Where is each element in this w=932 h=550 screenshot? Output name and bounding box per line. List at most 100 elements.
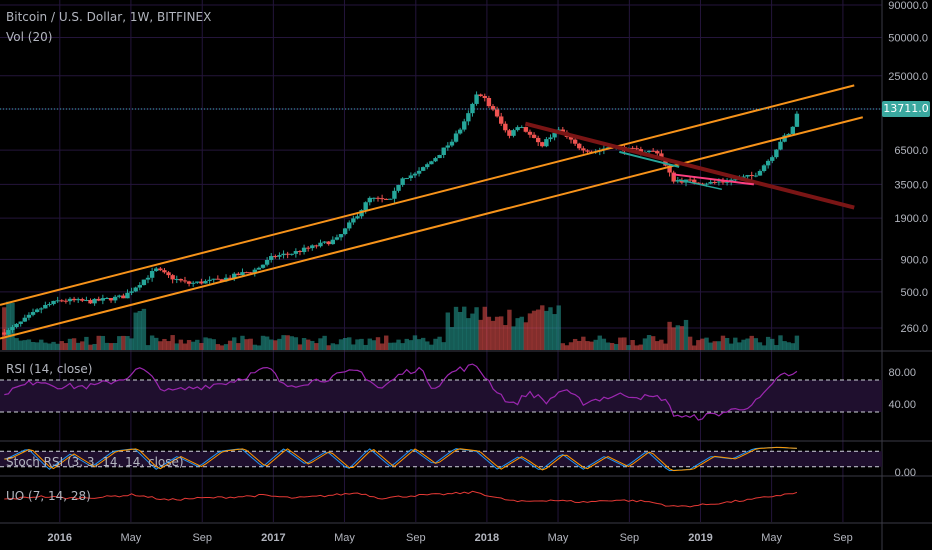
- candle-body: [531, 134, 537, 138]
- volume-bar: [683, 319, 689, 350]
- volume-bar: [716, 341, 722, 350]
- uo-label[interactable]: UO (7, 14, 28): [6, 489, 91, 503]
- volume-bar: [6, 301, 11, 350]
- candle-body: [634, 148, 639, 150]
- volume-bar: [614, 344, 619, 350]
- candle-body: [572, 139, 578, 144]
- time-tick-label: May: [334, 532, 355, 544]
- volume-bar: [638, 344, 644, 350]
- candle-body: [363, 202, 368, 211]
- candle-body: [519, 127, 524, 129]
- candle-body: [186, 281, 192, 284]
- candle-body: [388, 198, 393, 200]
- candle-body: [71, 298, 77, 301]
- rsi-label[interactable]: RSI (14, close): [6, 362, 93, 376]
- volume-bar: [236, 343, 241, 350]
- volume-bar: [741, 339, 746, 350]
- volume-bar: [248, 338, 253, 350]
- candle-body: [359, 210, 364, 217]
- candle-body: [207, 279, 212, 281]
- candle-body: [445, 145, 451, 148]
- candle-body: [778, 141, 783, 150]
- volume-bar: [778, 335, 783, 350]
- candle-body: [47, 304, 52, 306]
- volume-bar: [211, 339, 216, 350]
- volume-bar: [223, 344, 229, 350]
- candle-body: [757, 171, 763, 176]
- volume-bar: [207, 338, 212, 350]
- rsi-line: [4, 363, 798, 421]
- time-tick-label: Sep: [406, 532, 426, 544]
- candle-body: [133, 287, 138, 292]
- candle-body: [174, 278, 179, 280]
- volume-bar: [351, 344, 356, 350]
- candle-body: [96, 298, 101, 301]
- candle-body: [318, 242, 323, 247]
- volume-bar: [540, 305, 545, 350]
- candle-body: [170, 275, 175, 280]
- volume-bar: [687, 336, 693, 350]
- candle-body: [34, 309, 40, 313]
- time-tick-label: 2018: [475, 532, 499, 544]
- candle-body: [182, 280, 188, 282]
- candle-body: [236, 273, 241, 276]
- candle-body: [137, 285, 142, 288]
- candle-body: [215, 278, 221, 280]
- volume-bar: [609, 342, 615, 350]
- volume-bar: [166, 341, 171, 350]
- volume-bar: [141, 308, 147, 350]
- volume-bar: [285, 335, 290, 350]
- symbol-title[interactable]: Bitcoin / U.S. Dollar, 1W, BITFINEX: [6, 10, 212, 24]
- candle-body: [108, 297, 114, 301]
- volume-bar: [437, 336, 442, 350]
- volume-bar: [170, 335, 175, 350]
- candle-body: [749, 175, 754, 177]
- volume-bar: [433, 338, 438, 350]
- volume-bar: [293, 337, 299, 350]
- volume-bar: [190, 341, 196, 350]
- candle-body: [240, 272, 245, 276]
- volume-bar: [232, 337, 237, 350]
- candle-body: [269, 256, 274, 260]
- candle-body: [219, 279, 225, 282]
- candle-body: [334, 237, 340, 240]
- volume-bar: [22, 340, 28, 350]
- volume-bar: [347, 337, 352, 350]
- volume-bar: [470, 313, 475, 350]
- candle-body: [585, 150, 590, 152]
- volume-bar: [499, 316, 504, 350]
- candle-body: [129, 291, 134, 293]
- volume-bar: [671, 327, 676, 350]
- candle-body: [794, 113, 800, 127]
- candle-body: [285, 253, 290, 255]
- volume-bar: [585, 341, 590, 350]
- time-tick-label: Sep: [620, 532, 640, 544]
- volume-bar: [794, 335, 800, 350]
- volume-bar: [96, 335, 101, 350]
- candle-body: [765, 160, 771, 166]
- volume-bar: [264, 336, 270, 350]
- candle-body: [408, 175, 414, 179]
- candle-body: [379, 198, 385, 200]
- volume-bar: [486, 316, 492, 350]
- candle-body: [786, 133, 791, 136]
- volume-bar: [322, 335, 327, 350]
- candle-body: [720, 181, 726, 183]
- volume-bar: [252, 344, 257, 350]
- stoch-rsi-label[interactable]: Stoch RSI (3, 3, 14, 14, close): [6, 455, 184, 469]
- volume-bar: [556, 305, 561, 350]
- candle-body: [371, 197, 377, 199]
- candle-body: [753, 175, 759, 177]
- volume-bar: [770, 338, 775, 350]
- volume-bar: [445, 312, 451, 350]
- volume-bar: [314, 343, 319, 350]
- candle-body: [638, 149, 644, 153]
- time-tick-label: 2017: [261, 532, 285, 544]
- volume-bar: [663, 343, 668, 350]
- volume-label[interactable]: Vol (20): [6, 30, 53, 44]
- volume-bar: [548, 307, 553, 350]
- volume-bar: [199, 343, 204, 350]
- candle-body: [400, 178, 405, 185]
- time-tick-label: Sep: [833, 532, 853, 544]
